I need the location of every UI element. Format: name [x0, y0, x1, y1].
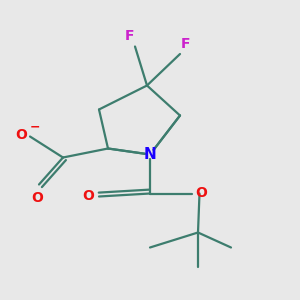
Text: O: O	[82, 190, 94, 203]
Text: N: N	[144, 147, 156, 162]
Text: O: O	[15, 128, 27, 142]
Text: −: −	[29, 120, 40, 134]
Text: F: F	[181, 37, 191, 51]
Text: O: O	[32, 190, 44, 205]
Text: F: F	[124, 29, 134, 44]
Text: O: O	[195, 186, 207, 200]
